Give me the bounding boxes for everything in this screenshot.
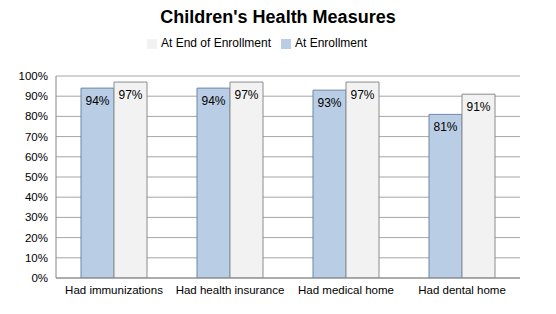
html-text:At End of Enrollment: At End of Enrollment	[161, 36, 271, 50]
svg-text:97%: 97%	[118, 88, 142, 102]
svg-text:93%: 93%	[317, 96, 341, 110]
svg-text:90%: 90%	[25, 90, 48, 102]
svg-text:Had health insurance: Had health insurance	[176, 284, 285, 296]
svg-text:94%: 94%	[85, 94, 109, 108]
svg-text:97%: 97%	[350, 88, 374, 102]
svg-text:91%: 91%	[466, 100, 490, 114]
svg-text:94%: 94%	[201, 94, 225, 108]
svg-text:10%: 10%	[25, 252, 48, 264]
svg-text:30%: 30%	[25, 211, 48, 223]
svg-text:0%: 0%	[31, 272, 48, 284]
svg-text:Had medical home: Had medical home	[298, 284, 394, 296]
html-text:Children's Health Measures: Children's Health Measures	[160, 7, 396, 27]
svg-text:80%: 80%	[25, 110, 48, 122]
svg-text:40%: 40%	[25, 191, 48, 203]
svg-text:60%: 60%	[25, 151, 48, 163]
html-text:At Enrollment: At Enrollment	[295, 36, 367, 50]
svg-text:100%: 100%	[19, 70, 48, 82]
svg-text:81%: 81%	[433, 120, 457, 134]
svg-text:97%: 97%	[234, 88, 258, 102]
svg-text:20%: 20%	[25, 232, 48, 244]
svg-text:Had dental home: Had dental home	[418, 284, 506, 296]
svg-text:Had immunizations: Had immunizations	[65, 284, 163, 296]
svg-text:50%: 50%	[25, 171, 48, 183]
svg-text:70%: 70%	[25, 131, 48, 143]
